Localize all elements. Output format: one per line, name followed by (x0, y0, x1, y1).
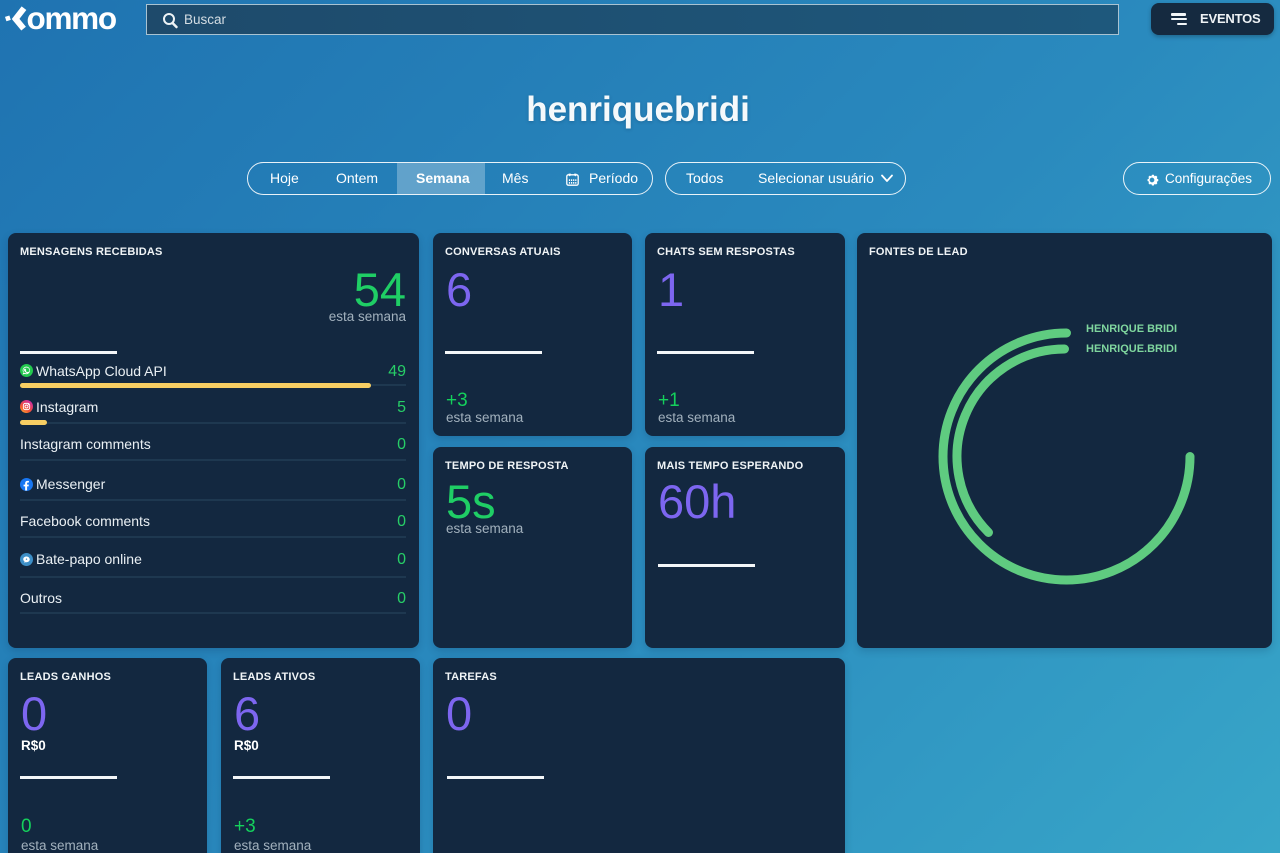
svg-text:ommo: ommo (27, 0, 117, 36)
